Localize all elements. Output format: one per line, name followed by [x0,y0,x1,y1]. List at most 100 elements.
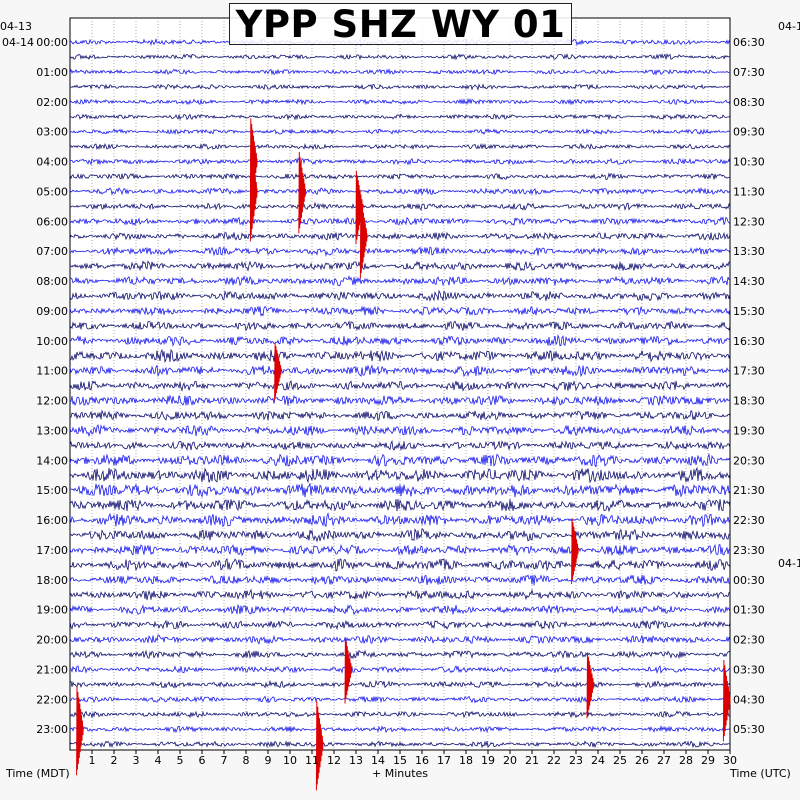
right-date-label-top: 04-1 [778,20,800,33]
x-tick-label: 2 [111,754,118,767]
right-hour-label: 17:30 [733,365,765,378]
trace-line [69,157,731,166]
trace-line [69,409,731,422]
right-hour-label: 01:30 [733,604,765,617]
trace-line [69,68,731,76]
x-tick-label: 9 [265,754,272,767]
left-hour-label: 16:00 [36,514,68,527]
trace-line [69,186,731,196]
right-hour-label: 02:30 [733,634,765,647]
right-hour-label: 12:30 [733,215,765,228]
right-date-label-mid: 04-1 [778,557,800,570]
x-tick-label: 6 [199,754,206,767]
left-hour-label: 10:00 [36,335,68,348]
event-spike [722,659,731,742]
right-hour-label: 16:30 [733,335,765,348]
left-hour-label: 03:00 [36,126,68,139]
right-hour-label: 20:30 [733,454,765,467]
x-tick-label: 21 [525,754,539,767]
trace-line [69,528,731,543]
left-hour-label: 07:00 [36,245,68,258]
left-hour-label: 05:00 [36,185,68,198]
right-hour-label: 22:30 [733,514,765,527]
x-tick-label: 16 [415,754,429,767]
trace-line [69,512,731,528]
x-tick-label: 13 [349,754,363,767]
right-hour-label: 11:30 [733,185,765,198]
left-hour-label: 12:00 [36,395,68,408]
trace-line [69,679,731,689]
left-hour-label: 22:00 [36,693,68,706]
x-axis-label: + Minutes [372,767,428,780]
trace-line [69,695,731,704]
trace-line [69,574,731,586]
trace-line [69,724,731,734]
x-tick-label: 5 [177,754,184,767]
x-tick-label: 20 [503,754,517,767]
right-hour-label: 06:30 [733,36,765,49]
trace-line [70,483,731,498]
trace-line [69,498,731,513]
x-tick-label: 22 [547,754,561,767]
event-spike [274,342,282,401]
trace-line [69,348,731,364]
right-hour-label: 08:30 [733,96,765,109]
trace-line [69,394,731,407]
left-axis-label: Time (MDT) [5,767,70,780]
right-hour-label: 00:30 [733,574,765,587]
trace-line [69,466,731,484]
trace-line [69,53,731,61]
left-hour-labels: 00:00 01:00 02:00 03:00 04:00 05:00 06:00 07:00… [36,36,68,736]
left-hour-label: 08:00 [36,275,68,288]
x-axis-ticks: 1 2 3 4 5 6 7 8 9 10 11 12 13 14 15 16 17 18 19 20 21 22 23 24 2… [89,750,737,767]
right-axis-label: Time (UTC) [729,767,791,780]
left-hour-label: 17:00 [36,544,68,557]
trace-line [69,740,731,749]
left-hour-label: 13:00 [36,424,68,437]
trace-line [69,142,731,151]
event-spike [249,144,258,242]
left-hour-label: 19:00 [36,604,68,617]
trace-line [69,379,731,392]
left-hour-label: 11:00 [36,365,68,378]
x-tick-label: 19 [481,754,495,767]
left-hour-label: 18:00 [36,574,68,587]
trace-line [69,201,731,211]
x-tick-label: 7 [221,754,228,767]
trace-line [69,305,731,317]
right-hour-label: 21:30 [733,484,765,497]
left-hour-label: 20:00 [36,634,68,647]
x-tick-label: 12 [327,754,341,767]
trace-line [69,710,731,719]
trace-line [69,364,731,378]
event-spike [315,701,324,791]
x-tick-label: 11 [305,754,319,767]
seismic-events [76,118,731,791]
x-tick-label: 18 [459,754,473,767]
right-hour-label: 15:30 [733,305,765,318]
trace-line [69,289,731,302]
trace-line [69,113,731,121]
x-tick-label: 24 [591,754,605,767]
event-spike [586,652,595,719]
trace-line [69,128,731,135]
trace-line [69,634,731,645]
trace-line [69,246,731,257]
chart-title: YPP SHZ WY 01 [235,2,566,46]
seismic-traces [69,37,731,749]
x-tick-label: 29 [701,754,715,767]
left-hour-label: 01:00 [36,66,68,79]
x-tick-label: 14 [371,754,385,767]
event-spike [344,637,353,704]
right-hour-label: 13:30 [733,245,765,258]
left-hour-label: 15:00 [36,484,68,497]
trace-line [69,334,731,347]
x-tick-label: 1 [89,754,96,767]
left-hour-label: 02:00 [36,96,68,109]
left-date-label-top: 04-13 [0,20,32,33]
right-hour-label: 05:30 [733,723,765,736]
event-spike [76,686,84,776]
left-hour-label: 23:00 [36,723,68,736]
left-hour-label: 14:00 [36,454,68,467]
right-hour-label: 14:30 [733,275,765,288]
